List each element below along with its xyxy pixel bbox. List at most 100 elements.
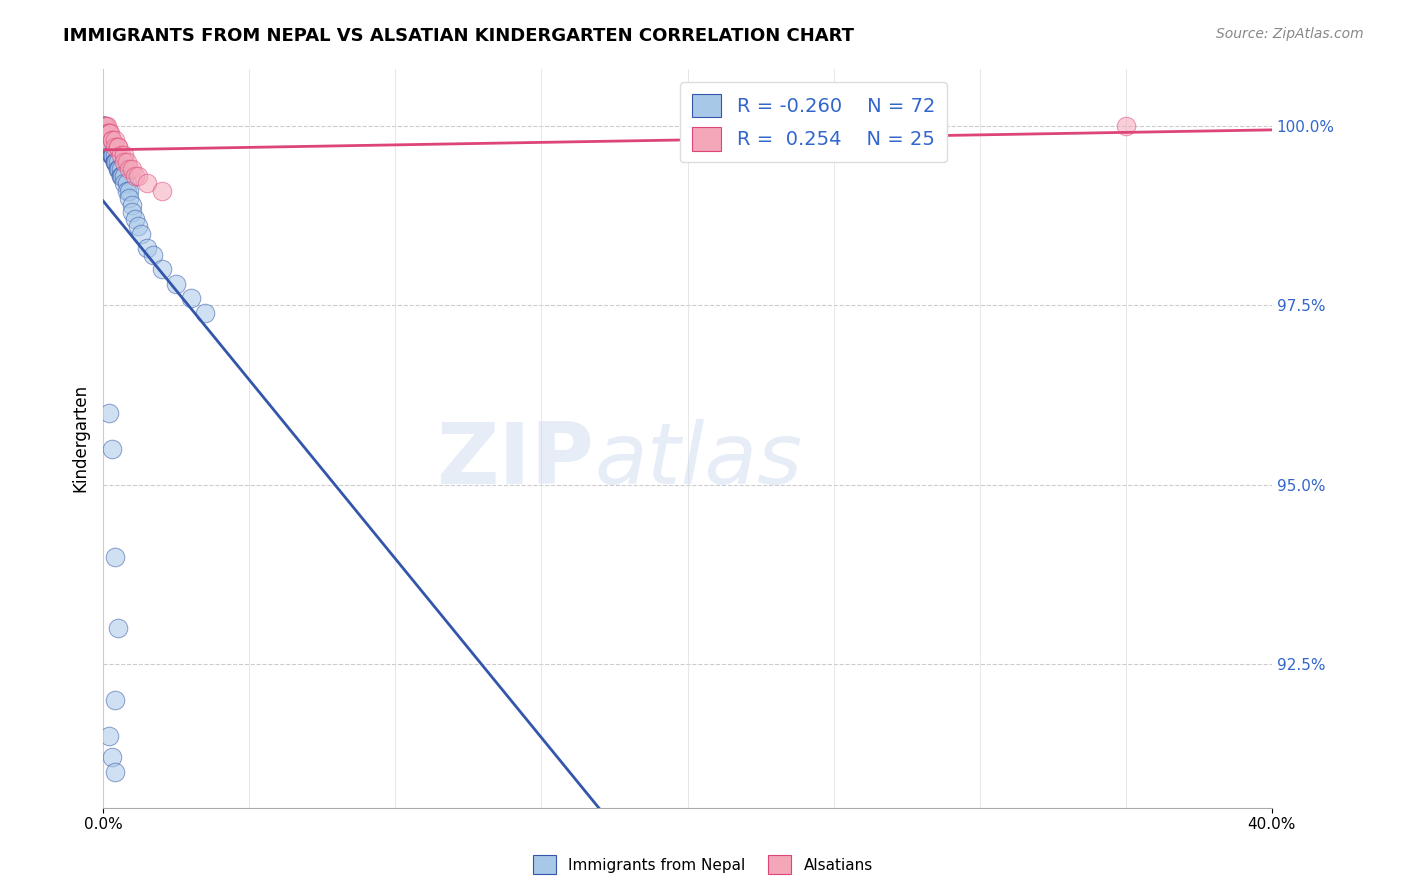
Point	[127, 169, 149, 183]
Point	[94, 126, 117, 140]
Point	[98, 140, 121, 154]
Point	[180, 291, 202, 305]
Point	[98, 406, 121, 420]
Point	[104, 549, 127, 564]
Point	[194, 305, 217, 319]
Text: atlas: atlas	[593, 418, 801, 502]
Point	[112, 177, 135, 191]
Point	[93, 119, 115, 133]
Point	[121, 205, 143, 219]
Point	[111, 169, 134, 183]
Point	[96, 133, 118, 147]
Point	[107, 161, 129, 176]
Point	[115, 154, 138, 169]
Point	[104, 693, 127, 707]
Point	[115, 177, 138, 191]
Point	[110, 169, 132, 183]
Point	[124, 169, 146, 183]
Point	[104, 140, 127, 154]
Point	[97, 133, 120, 147]
Point	[93, 119, 115, 133]
Point	[98, 140, 121, 154]
Point	[100, 126, 122, 140]
Point	[127, 219, 149, 234]
Point	[121, 198, 143, 212]
Point	[93, 119, 115, 133]
Legend: R = -0.260    N = 72, R =  0.254    N = 25: R = -0.260 N = 72, R = 0.254 N = 25	[681, 82, 946, 162]
Point	[105, 154, 128, 169]
Point	[94, 126, 117, 140]
Point	[150, 184, 173, 198]
Point	[93, 119, 115, 133]
Point	[121, 161, 143, 176]
Point	[136, 241, 159, 255]
Point	[94, 126, 117, 140]
Point	[101, 147, 124, 161]
Point	[124, 212, 146, 227]
Point	[98, 126, 121, 140]
Point	[112, 147, 135, 161]
Point	[98, 140, 121, 154]
Point	[94, 126, 117, 140]
Text: ZIP: ZIP	[436, 418, 593, 502]
Legend: Immigrants from Nepal, Alsatians: Immigrants from Nepal, Alsatians	[527, 849, 879, 880]
Point	[94, 119, 117, 133]
Point	[98, 729, 121, 743]
Point	[94, 126, 117, 140]
Point	[104, 154, 127, 169]
Point	[101, 147, 124, 161]
Point	[94, 126, 117, 140]
Point	[165, 277, 187, 291]
Point	[136, 177, 159, 191]
Text: Source: ZipAtlas.com: Source: ZipAtlas.com	[1216, 27, 1364, 41]
Point	[96, 126, 118, 140]
Point	[104, 154, 127, 169]
Point	[115, 184, 138, 198]
Point	[112, 154, 135, 169]
Point	[110, 169, 132, 183]
Point	[101, 442, 124, 456]
Point	[104, 154, 127, 169]
Point	[107, 140, 129, 154]
Point	[150, 262, 173, 277]
Point	[142, 248, 165, 262]
Point	[118, 161, 141, 176]
Point	[110, 161, 132, 176]
Point	[107, 621, 129, 635]
Point	[101, 133, 124, 147]
Point	[98, 140, 121, 154]
Point	[96, 133, 118, 147]
Point	[101, 133, 124, 147]
Point	[101, 147, 124, 161]
Point	[96, 119, 118, 133]
Point	[98, 126, 121, 140]
Point	[97, 133, 120, 147]
Point	[101, 147, 124, 161]
Point	[1115, 119, 1137, 133]
Point	[118, 184, 141, 198]
Point	[112, 169, 135, 183]
Point	[107, 140, 129, 154]
Point	[129, 227, 152, 241]
Point	[118, 191, 141, 205]
Point	[104, 147, 127, 161]
Point	[94, 126, 117, 140]
Point	[100, 147, 122, 161]
Point	[98, 140, 121, 154]
Point	[97, 140, 120, 154]
Point	[104, 764, 127, 779]
Point	[101, 147, 124, 161]
Point	[97, 133, 120, 147]
Point	[93, 119, 115, 133]
Point	[98, 140, 121, 154]
Point	[107, 161, 129, 176]
Text: IMMIGRANTS FROM NEPAL VS ALSATIAN KINDERGARTEN CORRELATION CHART: IMMIGRANTS FROM NEPAL VS ALSATIAN KINDER…	[63, 27, 855, 45]
Point	[94, 133, 117, 147]
Point	[94, 119, 117, 133]
Point	[96, 133, 118, 147]
Point	[110, 147, 132, 161]
Y-axis label: Kindergarten: Kindergarten	[72, 384, 89, 492]
Point	[100, 140, 122, 154]
Point	[101, 750, 124, 764]
Point	[103, 147, 125, 161]
